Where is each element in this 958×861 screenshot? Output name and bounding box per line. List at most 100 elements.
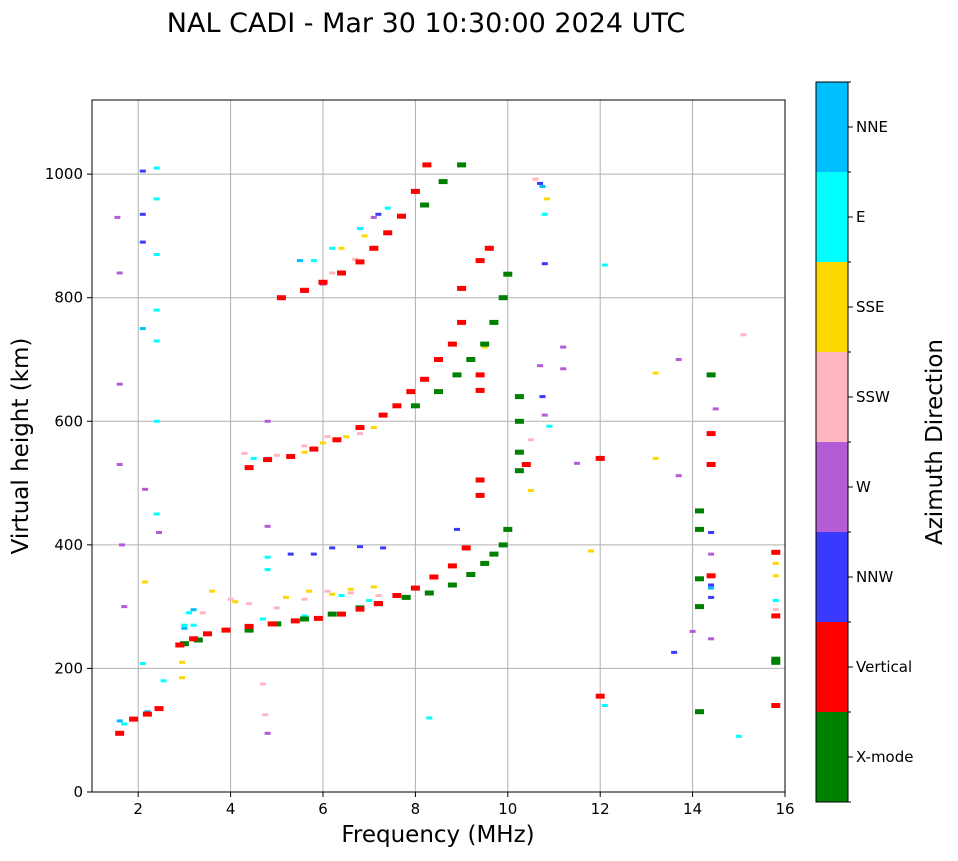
data-point-vertical — [203, 631, 212, 637]
data-point-sse — [209, 589, 216, 593]
data-point-x-mode — [498, 542, 508, 548]
data-point-nnw — [139, 212, 146, 216]
data-point-nne — [190, 608, 197, 612]
data-point-vertical — [457, 285, 467, 291]
data-point-vertical — [286, 454, 296, 459]
data-point-x-mode — [466, 357, 476, 362]
data-point-vertical — [595, 455, 605, 461]
data-point-sse — [179, 676, 186, 680]
data-point-vertical — [410, 188, 420, 194]
data-point-w — [119, 543, 125, 547]
data-point-x-mode — [452, 372, 462, 378]
data-point-nnw — [329, 546, 336, 550]
colorbar-tick-label: NNE — [856, 118, 888, 136]
y-tick-label: 800 — [54, 289, 83, 307]
data-point-x-mode — [695, 576, 704, 582]
data-point-sse — [343, 435, 350, 439]
data-point-e — [190, 623, 197, 627]
data-point-vertical — [332, 437, 342, 443]
data-point-w — [708, 637, 715, 641]
data-point-e — [259, 617, 266, 621]
x-axis-ticks: 2 4 6 8 10 12 14 16 — [133, 792, 795, 818]
data-point-w — [560, 367, 567, 371]
colorbar-segment — [816, 352, 848, 442]
data-point-e — [186, 611, 192, 615]
data-point-x-mode — [193, 637, 203, 643]
data-point-nnw — [671, 650, 678, 654]
data-point-x-mode — [244, 627, 254, 633]
data-point-w — [264, 524, 271, 528]
data-point-vertical — [355, 606, 365, 612]
data-point-sse — [179, 660, 186, 664]
data-point-ssw — [199, 611, 206, 615]
data-point-ssw — [301, 444, 308, 448]
x-tick-label: 12 — [591, 800, 610, 818]
data-point-ssw — [301, 597, 308, 601]
data-point-sse — [338, 246, 345, 250]
data-point-w — [116, 382, 123, 386]
data-point-nne — [539, 185, 546, 188]
data-point-vertical — [434, 357, 443, 362]
data-point-x-mode — [179, 641, 189, 647]
data-point-e — [153, 308, 160, 312]
data-point-ssw — [324, 589, 331, 593]
data-point-x-mode — [410, 403, 420, 409]
data-point-vertical — [300, 287, 309, 293]
data-point-e — [366, 599, 373, 602]
plot-frame — [91, 99, 786, 793]
data-point-vertical — [355, 425, 365, 430]
data-point-nnw — [539, 395, 546, 399]
data-point-sse — [481, 345, 488, 349]
data-point-vertical — [429, 574, 439, 580]
data-point-sse — [588, 549, 594, 553]
data-point-vertical — [129, 716, 139, 722]
data-point-e — [153, 339, 160, 343]
data-point-e — [181, 623, 188, 627]
data-point-w — [712, 407, 719, 411]
data-point-vertical — [406, 389, 416, 395]
data-point-x-mode — [514, 468, 524, 474]
data-point-vertical — [263, 457, 273, 463]
colorbar-frame — [815, 81, 849, 803]
data-point-ssw — [259, 682, 266, 686]
y-tick-label: 200 — [54, 659, 83, 677]
colorbar: X-mode Vertical NNW W SSW SSE E NNE — [815, 81, 913, 803]
data-point-e — [357, 227, 363, 230]
data-point-vertical — [521, 462, 531, 467]
x-tick-label: 8 — [411, 800, 421, 818]
data-point-vertical — [337, 270, 346, 276]
data-point-w — [114, 215, 121, 219]
data-point-nne — [139, 327, 146, 331]
colorbar-tick-label: NNW — [856, 568, 893, 586]
data-point-sse — [283, 595, 289, 599]
data-point-ssw — [772, 608, 779, 612]
x-tick-label: 2 — [133, 800, 143, 818]
data-point-w — [116, 463, 123, 466]
colorbar-tick-label: SSE — [856, 298, 885, 316]
data-point-vertical — [771, 703, 781, 708]
data-point-vertical — [373, 601, 383, 607]
data-point-e — [160, 679, 167, 683]
data-point-x-mode — [771, 659, 781, 665]
data-point-e — [601, 263, 608, 267]
colorbar-segment — [816, 622, 848, 712]
data-point-nnw — [139, 169, 146, 173]
data-point-e — [264, 555, 271, 559]
data-point-e — [153, 512, 160, 516]
data-point-x-mode — [401, 594, 411, 600]
data-point-x-mode — [489, 551, 499, 557]
data-point-vertical — [369, 245, 379, 251]
colorbar-segment — [816, 712, 848, 802]
y-tick-label: 400 — [54, 536, 83, 554]
data-point-nnw — [708, 531, 715, 534]
data-point-x-mode — [771, 656, 781, 662]
data-point-nne — [708, 586, 715, 590]
data-point-ssw — [527, 438, 534, 442]
data-point-vertical — [175, 642, 185, 648]
data-point-ssw — [375, 594, 382, 597]
data-point-sse — [527, 489, 534, 492]
data-point-w — [675, 474, 682, 478]
data-point-e — [310, 259, 317, 263]
data-point-x-mode — [424, 590, 434, 596]
data-point-w — [560, 345, 567, 349]
